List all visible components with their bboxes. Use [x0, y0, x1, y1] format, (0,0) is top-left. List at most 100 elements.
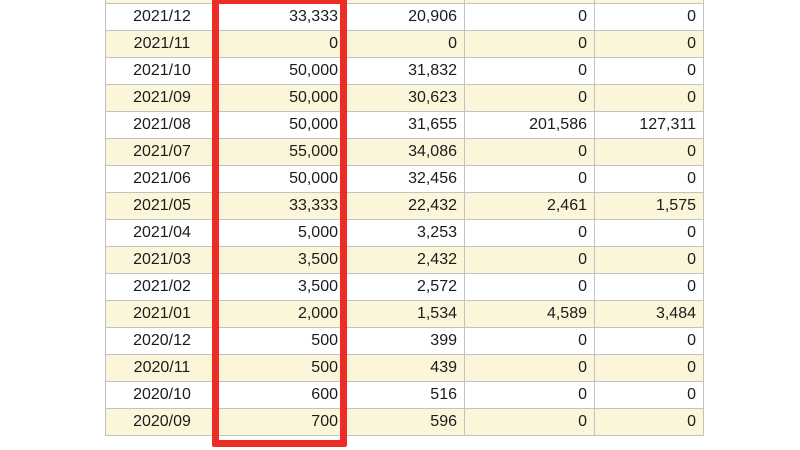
value-cell: 2,461 — [465, 193, 595, 219]
value-cell: 0 — [595, 31, 704, 57]
month-cell: 2020/09 — [106, 409, 219, 435]
value-cell: 0 — [595, 58, 704, 84]
table-row: 2021/03 3,500 2,432 0 0 — [106, 247, 704, 274]
month-cell: 2021/10 — [106, 58, 219, 84]
value-cell: 32,456 — [346, 166, 465, 192]
table-row: 2021/06 50,000 32,456 0 0 — [106, 166, 704, 193]
month-cell: 2020/12 — [106, 328, 219, 354]
value-cell: 0 — [595, 247, 704, 273]
value-cell: 0 — [595, 382, 704, 408]
month-cell: 2021/09 — [106, 85, 219, 111]
month-cell: 2021/04 — [106, 220, 219, 246]
value-cell: 30,623 — [346, 85, 465, 111]
table-row: 2021/04 5,000 3,253 0 0 — [106, 220, 704, 247]
month-cell: 2020/10 — [106, 382, 219, 408]
value-cell: 0 — [595, 139, 704, 165]
value-cell: 33,333 — [219, 193, 346, 219]
value-cell: 3,484 — [595, 301, 704, 327]
table-row: 2020/09 700 596 0 0 — [106, 409, 704, 436]
value-cell: 0 — [465, 409, 595, 435]
table-row: 2021/10 50,000 31,832 0 0 — [106, 58, 704, 85]
value-cell: 5,000 — [219, 220, 346, 246]
value-cell: 1,534 — [346, 301, 465, 327]
value-cell: 0 — [595, 85, 704, 111]
value-cell: 4,589 — [465, 301, 595, 327]
value-cell: 50,000 — [219, 85, 346, 111]
value-cell: 0 — [595, 220, 704, 246]
value-cell: 0 — [465, 85, 595, 111]
value-cell: 399 — [346, 328, 465, 354]
table-row: 2020/10 600 516 0 0 — [106, 382, 704, 409]
value-cell: 31,832 — [346, 58, 465, 84]
month-cell: 2021/02 — [106, 274, 219, 300]
month-cell: 2021/01 — [106, 301, 219, 327]
month-cell: 2021/12 — [106, 4, 219, 30]
table-row: 2021/01 2,000 1,534 4,589 3,484 — [106, 301, 704, 328]
month-cell: 2021/06 — [106, 166, 219, 192]
table-row: 2021/02 3,500 2,572 0 0 — [106, 274, 704, 301]
value-cell — [465, 0, 595, 3]
value-cell — [346, 0, 465, 3]
value-cell: 22,432 — [346, 193, 465, 219]
value-cell: 500 — [219, 355, 346, 381]
value-cell: 0 — [465, 58, 595, 84]
value-cell: 2,432 — [346, 247, 465, 273]
value-cell: 0 — [465, 355, 595, 381]
value-cell: 439 — [346, 355, 465, 381]
value-cell: 3,253 — [346, 220, 465, 246]
month-cell: 2021/05 — [106, 193, 219, 219]
value-cell: 0 — [595, 4, 704, 30]
month-cell: 2020/11 — [106, 355, 219, 381]
value-cell: 50,000 — [219, 112, 346, 138]
value-cell: 596 — [346, 409, 465, 435]
value-cell: 20,906 — [346, 4, 465, 30]
value-cell: 0 — [595, 274, 704, 300]
table-row: 2021/07 55,000 34,086 0 0 — [106, 139, 704, 166]
value-cell: 31,655 — [346, 112, 465, 138]
table-row: 2021/09 50,000 30,623 0 0 — [106, 85, 704, 112]
month-cell: 2021/11 — [106, 31, 219, 57]
value-cell: 50,000 — [219, 58, 346, 84]
value-cell: 2,000 — [219, 301, 346, 327]
value-cell — [219, 0, 346, 3]
value-cell — [595, 0, 704, 3]
value-cell: 2,572 — [346, 274, 465, 300]
value-cell: 201,586 — [465, 112, 595, 138]
value-cell: 34,086 — [346, 139, 465, 165]
value-cell: 0 — [465, 4, 595, 30]
value-cell: 0 — [465, 274, 595, 300]
value-cell: 600 — [219, 382, 346, 408]
table-row: 2020/12 500 399 0 0 — [106, 328, 704, 355]
table-row: 2021/05 33,333 22,432 2,461 1,575 — [106, 193, 704, 220]
value-cell: 1,575 — [595, 193, 704, 219]
month-cell: 2021/08 — [106, 112, 219, 138]
value-cell: 33,333 — [219, 4, 346, 30]
table-row: 2020/11 500 439 0 0 — [106, 355, 704, 382]
table-row: 2021/11 0 0 0 0 — [106, 31, 704, 58]
value-cell: 127,311 — [595, 112, 704, 138]
value-cell: 0 — [465, 31, 595, 57]
value-cell: 0 — [595, 355, 704, 381]
value-cell: 0 — [595, 166, 704, 192]
value-cell: 55,000 — [219, 139, 346, 165]
value-cell: 0 — [219, 31, 346, 57]
value-cell: 50,000 — [219, 166, 346, 192]
value-cell: 0 — [465, 220, 595, 246]
month-cell: 2021/03 — [106, 247, 219, 273]
value-cell: 0 — [465, 247, 595, 273]
table-row: 2021/08 50,000 31,655 201,586 127,311 — [106, 112, 704, 139]
value-cell: 516 — [346, 382, 465, 408]
value-cell: 700 — [219, 409, 346, 435]
value-cell: 0 — [465, 328, 595, 354]
month-cell: 2021/07 — [106, 139, 219, 165]
value-cell: 0 — [595, 409, 704, 435]
data-table: 2021/12 33,333 20,906 0 0 2021/11 0 0 0 … — [105, 0, 704, 436]
value-cell: 0 — [595, 328, 704, 354]
value-cell: 0 — [465, 382, 595, 408]
value-cell: 500 — [219, 328, 346, 354]
value-cell: 0 — [346, 31, 465, 57]
month-cell — [106, 0, 219, 3]
table-row: 2021/12 33,333 20,906 0 0 — [106, 4, 704, 31]
value-cell: 3,500 — [219, 274, 346, 300]
